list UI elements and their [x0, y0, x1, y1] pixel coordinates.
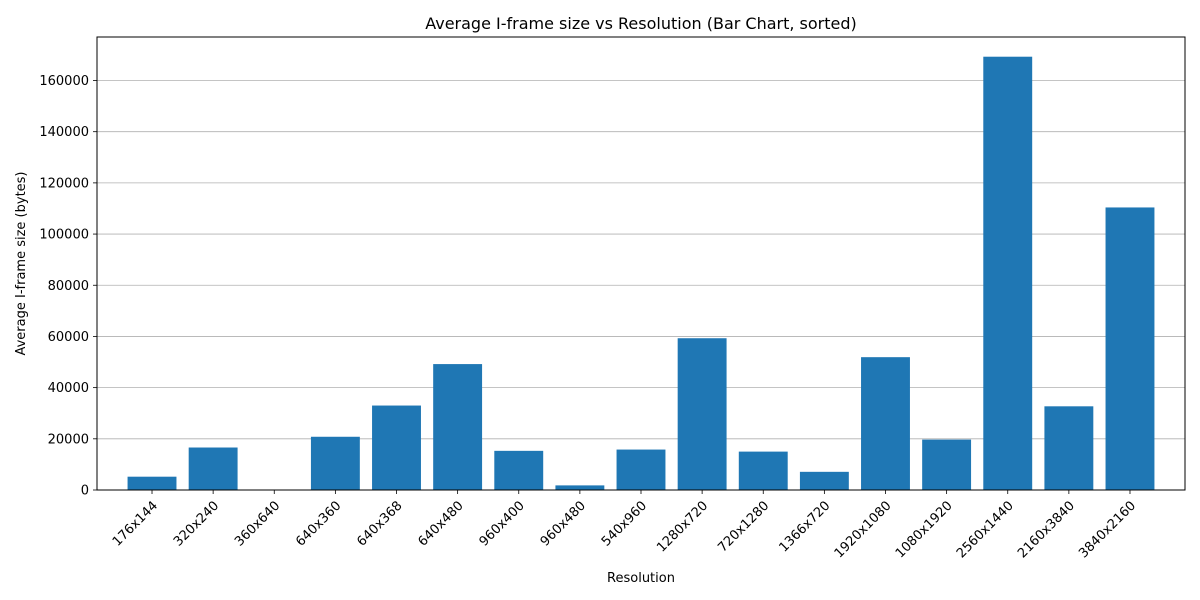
y-tick-label: 120000 — [39, 176, 89, 191]
y-axis-ticks: 0 20000 40000 60000 80000 100000 120000 140000 1… — [39, 74, 97, 499]
x-tick-label: 1920x1080 — [832, 498, 895, 561]
x-axis-ticks: 176x144 320x240 360x640 640x360 640x368 640x4… — [110, 490, 1139, 561]
x-tick-label: 320x240 — [171, 498, 222, 549]
bar-1366x720 — [799, 471, 849, 490]
y-tick-label: 20000 — [48, 432, 89, 447]
bar-960x400 — [494, 450, 544, 490]
chart-title: Average I-frame size vs Resolution (Bar … — [425, 14, 857, 33]
bar-2560x1440 — [983, 56, 1033, 490]
bar-1920x1080 — [861, 357, 910, 490]
x-tick-label: 176x144 — [110, 498, 161, 549]
bar-720x1280 — [738, 451, 788, 490]
x-tick-label: 540x960 — [599, 498, 650, 549]
x-tick-label: 640x480 — [416, 498, 467, 549]
x-tick-label: 640x360 — [293, 498, 344, 549]
x-tick-label: 1080x1920 — [893, 498, 956, 561]
bar-540x960 — [616, 449, 666, 490]
x-tick-label: 2560x1440 — [954, 498, 1017, 561]
x-tick-label: 720x1280 — [715, 498, 772, 555]
bar-3840x2160 — [1105, 207, 1155, 490]
y-axis-label: Average I-frame size (bytes) — [14, 171, 29, 355]
y-tick-label: 100000 — [39, 228, 89, 243]
x-tick-label: 1366x720 — [776, 498, 833, 555]
bar-640x480 — [433, 364, 483, 490]
bars — [127, 56, 1155, 490]
x-tick-label: 640x368 — [354, 498, 405, 549]
x-tick-label: 960x480 — [538, 498, 589, 549]
bar-1280x720 — [677, 338, 727, 490]
bar-1080x1920 — [922, 439, 972, 490]
y-tick-label: 0 — [81, 484, 89, 499]
x-tick-label: 960x400 — [477, 498, 528, 549]
y-tick-label: 160000 — [39, 74, 89, 89]
y-tick-label: 60000 — [48, 330, 89, 345]
x-tick-label: 360x640 — [232, 498, 283, 549]
x-tick-label: 3840x2160 — [1076, 498, 1139, 561]
bar-2160x3840 — [1044, 406, 1094, 490]
x-tick-label: 2160x3840 — [1015, 498, 1078, 561]
x-tick-label: 1280x720 — [654, 498, 711, 555]
x-axis-label: Resolution — [607, 571, 675, 586]
bar-640x368 — [372, 405, 421, 490]
grid-lines — [97, 80, 1185, 440]
bar-640x360 — [310, 436, 360, 490]
y-tick-label: 140000 — [39, 125, 89, 140]
bar-960x480 — [555, 485, 605, 490]
bar-176x144 — [127, 476, 177, 490]
y-tick-label: 40000 — [48, 381, 89, 396]
bar-320x240 — [188, 447, 238, 490]
y-tick-label: 80000 — [48, 279, 89, 294]
